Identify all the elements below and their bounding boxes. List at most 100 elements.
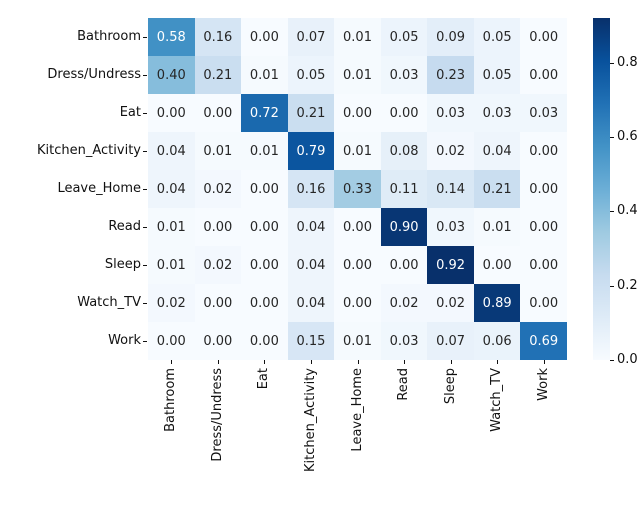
y-tick-mark <box>143 265 147 266</box>
heatmap-cell: 0.00 <box>241 170 288 208</box>
heatmap-cell: 0.03 <box>380 56 428 94</box>
y-axis-label: Watch_TV <box>77 295 141 310</box>
y-tick-mark <box>143 303 147 304</box>
heatmap-grid: 0.58 0.16 0.00 0.07 0.01 0.05 0.09 0.05 0.00 0.40… <box>148 18 567 360</box>
heatmap-cell: 0.03 <box>380 322 428 360</box>
heatmap-cell: 0.00 <box>334 208 381 246</box>
heatmap-cell: 0.02 <box>380 284 428 322</box>
heatmap-cell: 0.00 <box>148 322 195 360</box>
heatmap-cell: 0.03 <box>427 94 474 132</box>
heatmap-cell: 0.07 <box>427 322 474 360</box>
colorbar-gradient <box>593 18 610 360</box>
heatmap-cell: 0.07 <box>287 18 335 56</box>
heatmap-cell: 0.33 <box>334 170 381 208</box>
colorbar-tick-mark <box>610 136 614 138</box>
heatmap-cell: 0.00 <box>241 18 288 56</box>
heatmap-cell: 0.04 <box>287 284 335 322</box>
colorbar-tick-label: 0.4 <box>617 203 638 219</box>
heatmap-cell: 0.05 <box>287 56 335 94</box>
heatmap-cell: 0.06 <box>473 322 521 360</box>
heatmap-cell: 0.00 <box>194 322 242 360</box>
colorbar-tick-label: 0.2 <box>617 277 638 293</box>
heatmap-cell: 0.89 <box>473 284 521 322</box>
y-axis-label: Eat <box>119 105 141 120</box>
y-axis-label: Sleep <box>104 257 141 272</box>
heatmap-cell: 0.92 <box>427 246 474 284</box>
colorbar-tick-mark <box>610 360 614 361</box>
heatmap-cell: 0.01 <box>334 132 381 170</box>
y-axis-label: Read <box>108 219 141 234</box>
heatmap-cell: 0.00 <box>194 94 242 132</box>
heatmap-cell: 0.15 <box>287 322 335 360</box>
y-axis-label: Kitchen_Activity <box>37 143 141 158</box>
colorbar-tick-label: 0.8 <box>617 54 638 70</box>
heatmap-cell: 0.40 <box>148 56 195 94</box>
heatmap-cell: 0.00 <box>334 94 381 132</box>
heatmap-cell: 0.05 <box>473 18 521 56</box>
colorbar-tick-mark <box>610 62 614 64</box>
heatmap-cell: 0.03 <box>427 208 474 246</box>
heatmap-cell: 0.05 <box>473 56 521 94</box>
heatmap-cell: 0.04 <box>148 170 195 208</box>
heatmap-cell: 0.01 <box>473 208 521 246</box>
heatmap-cell: 0.00 <box>241 322 288 360</box>
heatmap-cell: 0.79 <box>287 132 335 170</box>
heatmap-cell: 0.01 <box>241 132 288 170</box>
heatmap-cell: 0.03 <box>473 94 521 132</box>
heatmap-cell: 0.01 <box>334 322 381 360</box>
heatmap-cell: 0.72 <box>241 94 288 132</box>
heatmap-cell: 0.00 <box>520 18 567 56</box>
y-tick-mark <box>143 113 147 114</box>
heatmap-cell: 0.00 <box>520 284 567 322</box>
colorbar-tick-mark <box>610 285 614 287</box>
x-axis-label: Dress/Undress <box>209 368 225 462</box>
heatmap-cell: 0.00 <box>241 246 288 284</box>
y-tick-mark <box>143 341 147 342</box>
heatmap-cell: 0.04 <box>287 246 335 284</box>
y-axis-label: Leave_Home <box>57 181 141 196</box>
heatmap-cell: 0.11 <box>380 170 428 208</box>
colorbar-tick-label: 0.6 <box>617 128 638 144</box>
heatmap-cell: 0.69 <box>520 322 567 360</box>
heatmap-cell: 0.00 <box>148 94 195 132</box>
heatmap-cell: 0.02 <box>427 132 474 170</box>
heatmap-cell: 0.05 <box>380 18 428 56</box>
heatmap-cell: 0.16 <box>287 170 335 208</box>
heatmap-cell: 0.01 <box>334 18 381 56</box>
y-axis-label: Work <box>108 333 141 348</box>
heatmap-cell: 0.01 <box>148 246 195 284</box>
heatmap-cell: 0.00 <box>520 132 567 170</box>
x-tick-mark <box>404 360 406 364</box>
heatmap-cell: 0.09 <box>427 18 474 56</box>
x-tick-mark <box>497 360 499 364</box>
x-axis-label: Sleep <box>442 368 458 405</box>
y-tick-mark <box>143 75 147 76</box>
heatmap-cell: 0.00 <box>520 246 567 284</box>
x-tick-mark <box>264 360 266 364</box>
colorbar-tick-mark <box>610 211 614 213</box>
heatmap-cell: 0.00 <box>520 56 567 94</box>
heatmap-cell: 0.08 <box>380 132 428 170</box>
heatmap-cell: 0.01 <box>334 56 381 94</box>
heatmap-cell: 0.00 <box>241 208 288 246</box>
heatmap-cell: 0.00 <box>473 246 521 284</box>
heatmap-cell: 0.14 <box>427 170 474 208</box>
heatmap-cell: 0.01 <box>194 132 242 170</box>
y-axis-label: Dress/Undress <box>47 67 141 82</box>
heatmap-cell: 0.01 <box>148 208 195 246</box>
y-tick-mark <box>143 189 147 190</box>
colorbar-tick-label: 0.0 <box>617 352 638 367</box>
x-axis-label: Watch_TV <box>489 368 505 432</box>
heatmap-cell: 0.00 <box>380 94 428 132</box>
x-tick-mark <box>543 360 545 364</box>
heatmap-cell: 0.00 <box>380 246 428 284</box>
x-tick-mark <box>310 360 312 364</box>
heatmap-cell: 0.00 <box>334 284 381 322</box>
heatmap-cell: 0.04 <box>287 208 335 246</box>
y-tick-mark <box>143 227 147 228</box>
x-tick-mark <box>450 360 452 364</box>
heatmap-cell: 0.02 <box>194 246 242 284</box>
x-axis-label: Leave_Home <box>349 368 365 452</box>
heatmap-cell: 0.00 <box>241 284 288 322</box>
heatmap-cell: 0.04 <box>148 132 195 170</box>
